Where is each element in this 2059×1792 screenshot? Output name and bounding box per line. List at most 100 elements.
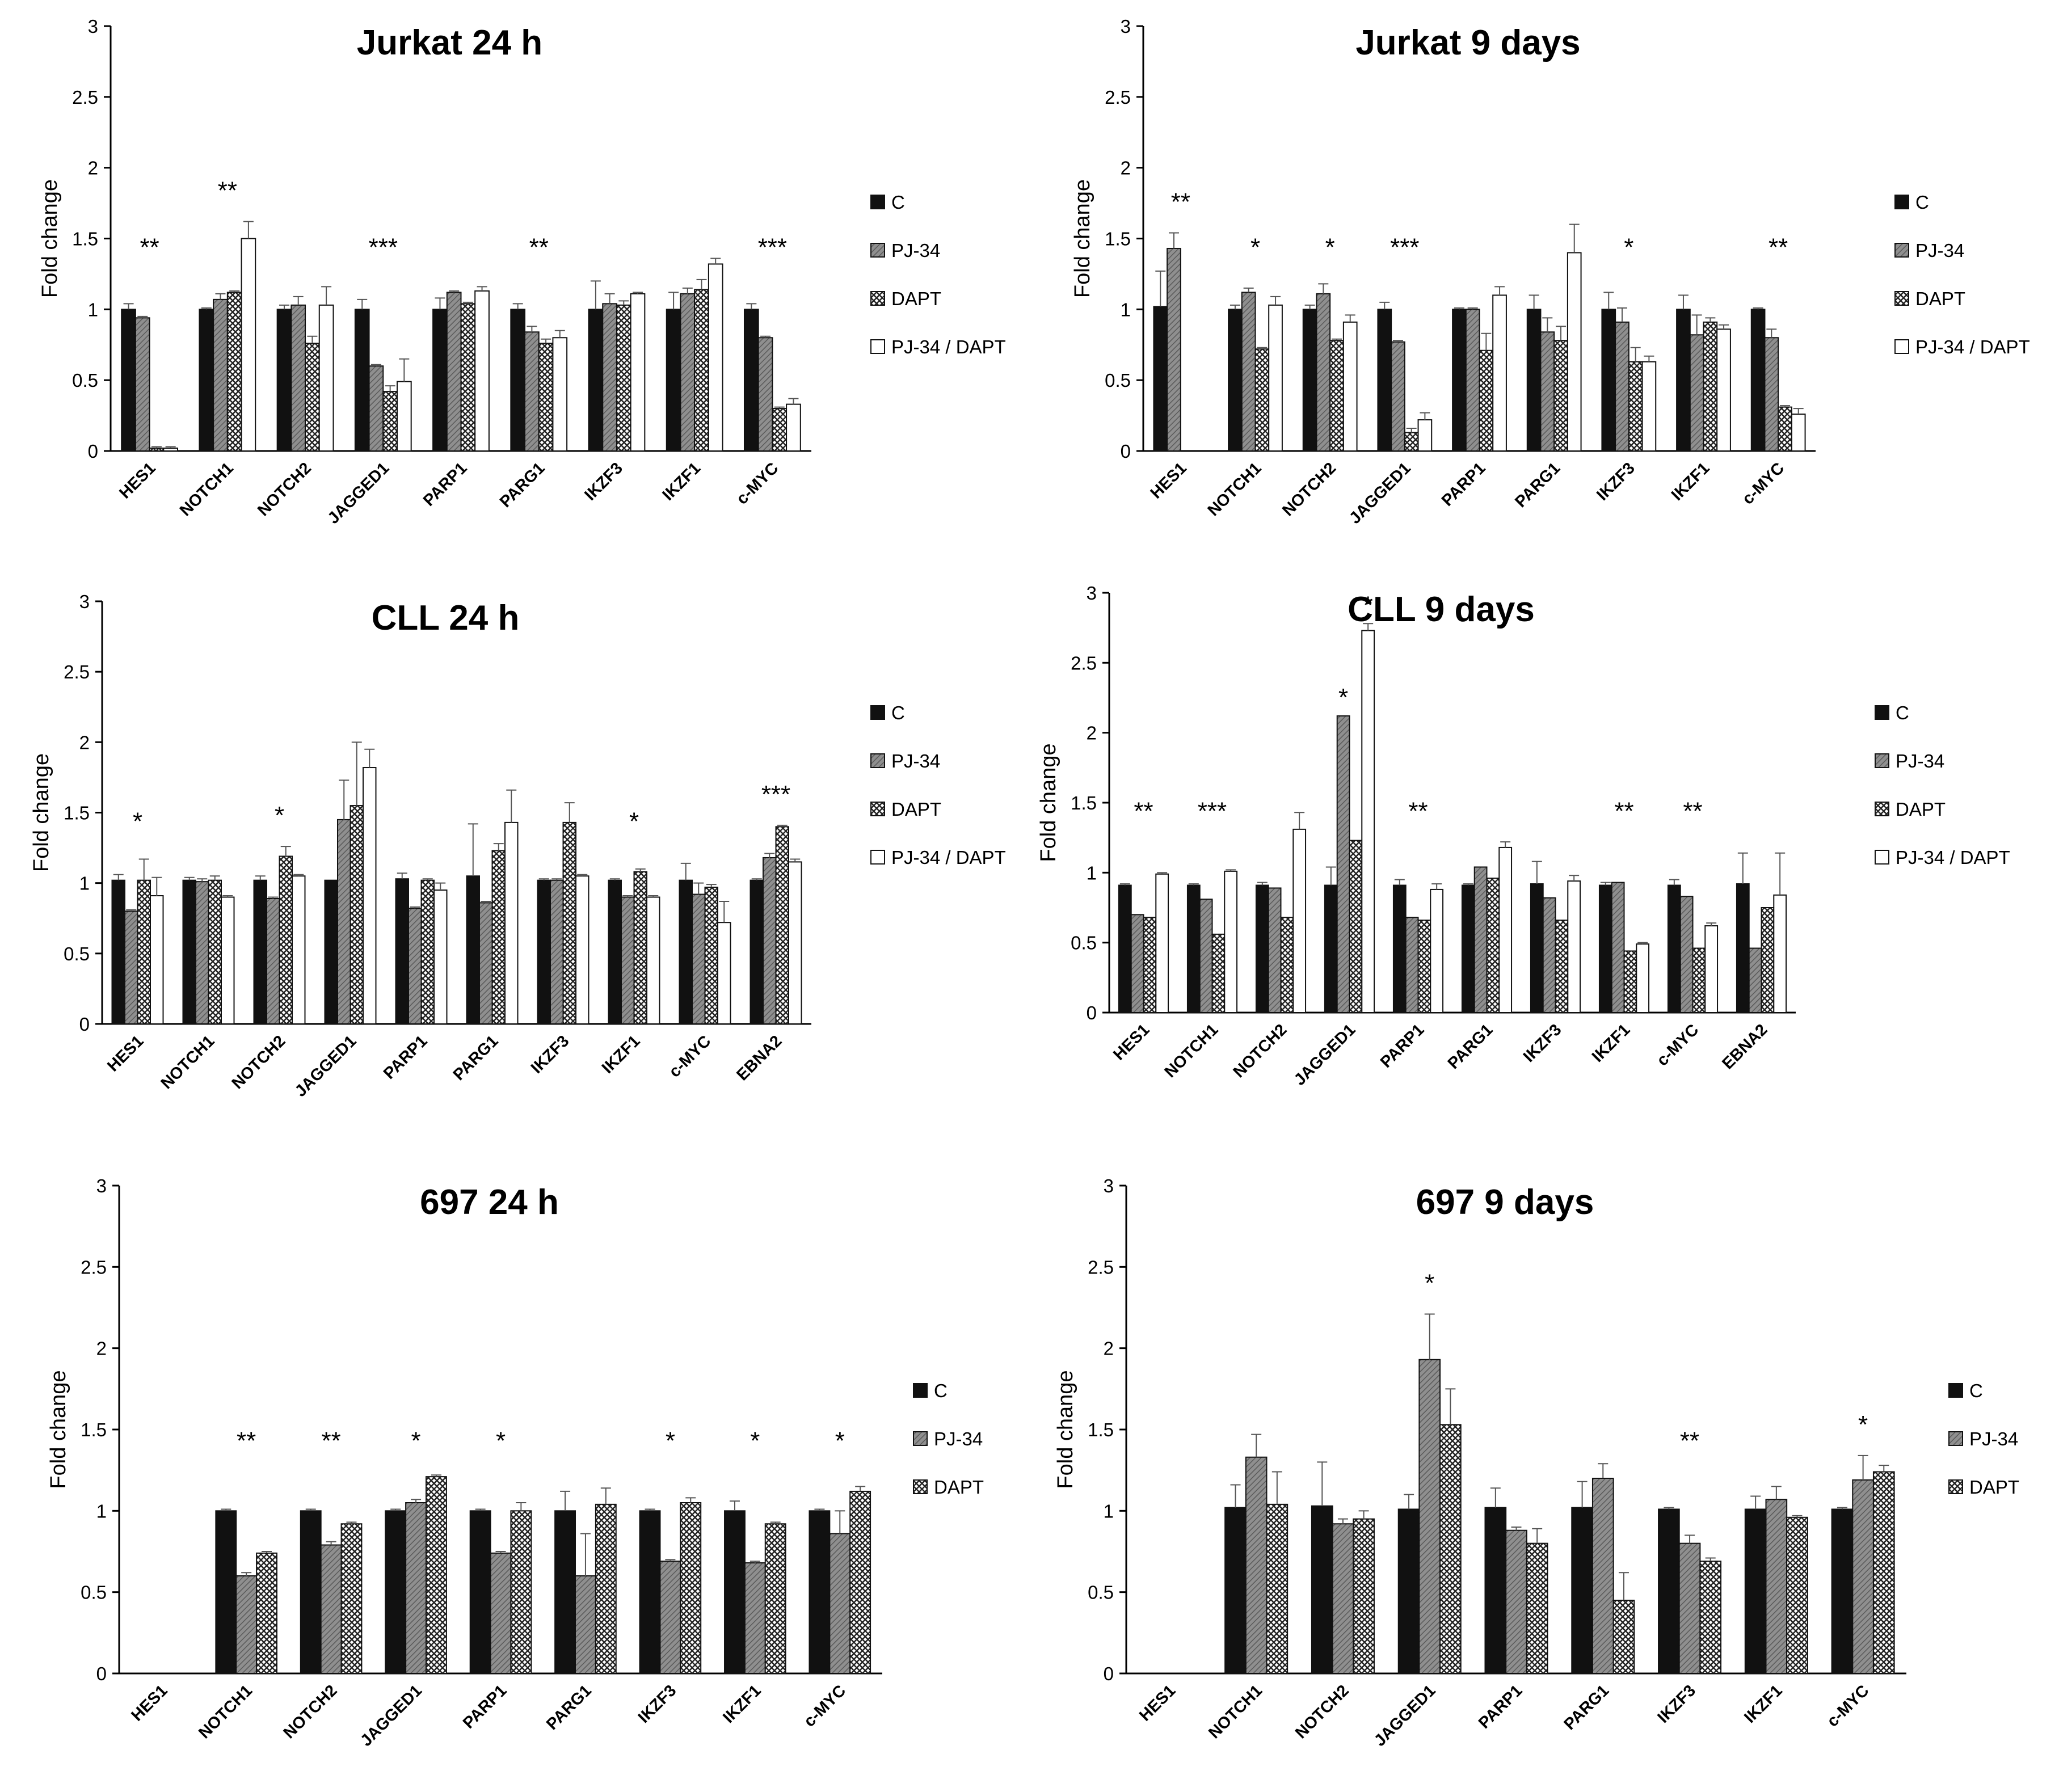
bar-dapt-parg1 — [1612, 1600, 1635, 1674]
bar-dapt-notch2 — [1280, 917, 1294, 1014]
bar-pj-34-dapt-jagged1 — [1417, 419, 1433, 452]
bar-pj-34-notch2 — [320, 1544, 342, 1675]
significance-marker: ** — [1614, 798, 1633, 825]
bar-pj-34-dapt-parp1 — [1430, 888, 1444, 1014]
bar-pj-34-dapt-ebna2 — [1773, 894, 1787, 1014]
bar-dapt-jagged1 — [1439, 1424, 1462, 1674]
bar-pj-34-c-myc — [1764, 337, 1779, 452]
x-tick-label: JAGGED1 — [292, 1032, 360, 1101]
bar-dapt-notch2 — [1353, 1518, 1375, 1675]
bar-dapt-notch1 — [1266, 1503, 1289, 1675]
bar-dapt-parp1 — [1479, 349, 1494, 452]
chart-title: Jurkat 9 days — [1355, 23, 1580, 62]
x-tick-label: JAGGED1 — [357, 1681, 426, 1750]
legend-label: DAPT — [1915, 288, 1965, 309]
legend-label: C — [1969, 1380, 1983, 1401]
significance-marker: ** — [140, 233, 159, 261]
bar-c-ebna2 — [1736, 883, 1750, 1013]
bar-pj-34-ikzf1 — [1765, 1499, 1788, 1674]
legend-label: DAPT — [891, 799, 941, 820]
x-tick-label: HES1 — [116, 459, 159, 502]
y-axis-label: Fold change — [47, 1370, 70, 1489]
x-tick-label: NOTCH2 — [1292, 1681, 1353, 1742]
bar-c-jagged1 — [324, 879, 338, 1024]
legend-swatch — [913, 1479, 928, 1494]
bar-pj-34-dapt-notch1 — [1268, 304, 1283, 452]
bar-dapt-notch2 — [340, 1523, 363, 1674]
bar-dapt-parp1 — [510, 1510, 532, 1674]
bar-dapt-notch2 — [1329, 340, 1344, 452]
legend-swatch — [1875, 850, 1889, 865]
bar-pj-34-dapt-ebna2 — [788, 861, 802, 1024]
bar-pj-34-dapt-c-myc — [1704, 925, 1719, 1013]
bar-c-hes1 — [1153, 306, 1168, 452]
bar-c-ikzf3 — [588, 309, 604, 452]
y-tick-label: 0.5 — [1071, 933, 1097, 954]
bar-dapt-ebna2 — [1761, 907, 1775, 1013]
legend-swatch — [1894, 339, 1909, 354]
bar-pj-34-notch1 — [1241, 292, 1256, 452]
bar-c-ebna2 — [750, 879, 764, 1024]
x-tick-label: IKZF1 — [1589, 1021, 1634, 1066]
x-tick-label: IKZF3 — [528, 1032, 573, 1077]
legend-label: PJ-34 — [934, 1428, 983, 1449]
bar-pj-34-dapt-parg1 — [504, 821, 519, 1024]
bar-pj-34-dapt-parg1 — [552, 337, 568, 452]
bar-pj-34-parp1 — [1405, 917, 1419, 1014]
bar-dapt-jagged1 — [1349, 840, 1363, 1013]
bar-pj-34-dapt-jagged1 — [1361, 630, 1375, 1013]
bar-c-jagged1 — [354, 309, 370, 452]
y-tick-label: 2.5 — [64, 661, 90, 682]
x-tick-label: NOTCH1 — [176, 459, 237, 520]
bar-c-parg1 — [1571, 1507, 1593, 1675]
y-tick-label: 3 — [96, 1175, 107, 1196]
y-axis-label: Fold change — [1037, 743, 1060, 862]
bar-dapt-parg1 — [1553, 340, 1568, 452]
y-tick-label: 2.5 — [1071, 652, 1097, 673]
bar-pj-34-dapt-parg1 — [1498, 846, 1513, 1014]
y-tick-label: 1 — [1104, 1500, 1114, 1521]
legend-label: C — [1915, 192, 1929, 213]
legend-label: PJ-34 / DAPT — [1896, 847, 2010, 868]
y-tick-label: 1.5 — [64, 803, 90, 824]
bar-c-ikzf3 — [639, 1510, 661, 1674]
bar-pj-34-ikzf3 — [659, 1561, 681, 1674]
bar-dapt-jagged1 — [1404, 432, 1419, 452]
bar-c-ikzf1 — [1676, 309, 1691, 452]
x-tick-label: JAGGED1 — [1346, 459, 1414, 528]
significance-marker: * — [1425, 1269, 1434, 1297]
bar-pj-34-dapt-notch2 — [1342, 321, 1358, 452]
bar-pj-34-ikzf3 — [1615, 321, 1629, 452]
bar-c-parp1 — [395, 878, 409, 1025]
y-tick-label: 2 — [1087, 723, 1097, 744]
y-tick-label: 1 — [1121, 299, 1131, 320]
y-tick-label: 0.5 — [81, 1582, 107, 1603]
bar-c-ikzf3 — [537, 879, 551, 1024]
bar-pj-34-jagged1 — [1418, 1359, 1441, 1675]
y-tick-label: 1.5 — [81, 1419, 107, 1440]
y-tick-label: 2 — [96, 1338, 107, 1359]
bar-pj-34-parg1 — [1591, 1478, 1614, 1674]
bar-c-jagged1 — [385, 1510, 407, 1674]
bar-dapt-c-myc — [772, 408, 788, 452]
bar-c-c-myc — [809, 1510, 831, 1674]
legend-swatch — [1948, 1383, 1963, 1398]
bar-pj-34-dapt-jagged1 — [363, 767, 377, 1024]
x-tick-label: PARG1 — [496, 459, 549, 511]
bar-pj-34-dapt-c-myc — [786, 403, 801, 452]
x-tick-label: c-MYC — [1653, 1021, 1702, 1069]
bar-dapt-ikzf1 — [764, 1523, 786, 1674]
y-tick-label: 0 — [88, 441, 98, 462]
bar-pj-34-parg1 — [1540, 331, 1555, 452]
x-tick-label: c-MYC — [801, 1681, 849, 1730]
bar-pj-34-jagged1 — [368, 365, 384, 452]
bar-dapt-parp1 — [1526, 1542, 1548, 1675]
bar-c-c-myc — [1831, 1508, 1854, 1674]
bar-pj-34-ebna2 — [1748, 947, 1762, 1013]
y-tick-label: 1 — [79, 873, 90, 894]
bar-pj-34-parp1 — [446, 292, 462, 452]
legend-swatch — [1948, 1431, 1963, 1446]
bar-dapt-ikzf3 — [680, 1502, 702, 1674]
bar-c-ikzf1 — [1598, 884, 1612, 1013]
bar-c-ikzf1 — [724, 1510, 746, 1674]
